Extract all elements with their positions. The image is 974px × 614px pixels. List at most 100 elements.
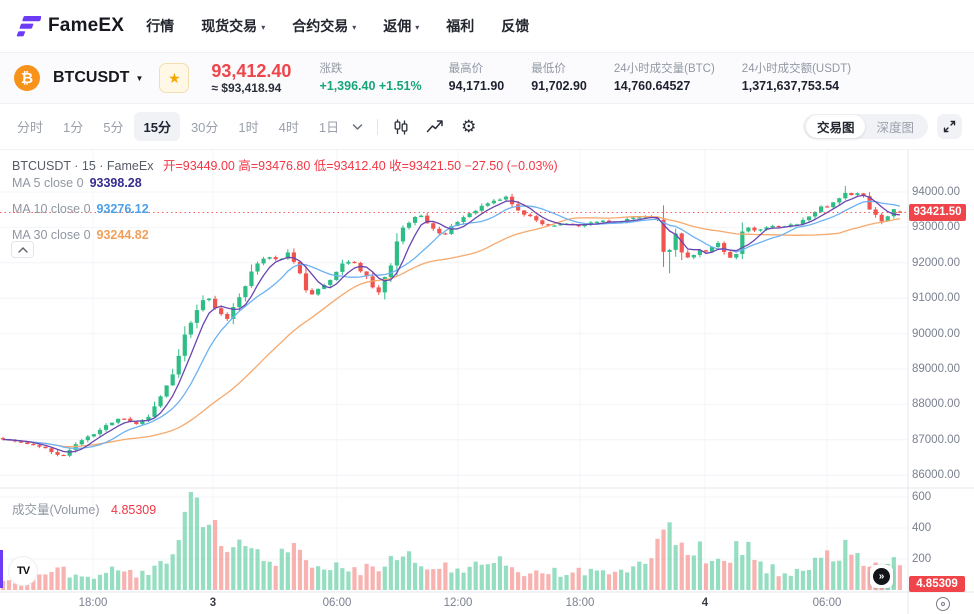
ticker-stat-1: 最高价 94,171.90 — [448, 63, 505, 92]
chart-toolbar: 分时 1分 5分 15分 30分 1时 4时 1日 ⚙ 交易图 深度图 — [0, 104, 974, 150]
nav-item-label: 现货交易 — [201, 18, 258, 34]
view-toggle: 交易图 深度图 — [802, 114, 928, 139]
chevron-down-icon: ▾ — [261, 22, 266, 32]
chevron-down-icon: ▾ — [415, 22, 420, 32]
volume-label: 成交量(Volume) — [12, 503, 100, 517]
price-axis-label: 93000.00 — [912, 221, 960, 234]
view-option-1[interactable]: 深度图 — [876, 121, 914, 135]
expand-icon — [943, 120, 956, 133]
stat-label: 最低价 — [531, 63, 566, 75]
nav-item-label: 福利 — [446, 18, 475, 34]
timeframe-1时[interactable]: 1时 — [238, 120, 259, 135]
nav-item-label: 合约交易 — [292, 18, 349, 34]
ma-label: MA 5 close 0 — [12, 176, 84, 190]
favorite-star-button[interactable]: ★ — [159, 63, 190, 93]
stat-label: 涨跌 — [319, 63, 343, 75]
timeframe-group: 分时 1分 5分 15分 30分 1时 4时 1日 — [8, 112, 348, 141]
nav-item-label: 行情 — [146, 18, 175, 34]
double-chevron-right-icon: » — [873, 568, 890, 585]
volume-axis-label: 600 — [912, 491, 932, 503]
ma-label: MA 10 close 0 — [12, 202, 91, 216]
line-style-button[interactable] — [422, 114, 449, 140]
chevron-down-icon: ▼ — [135, 73, 144, 83]
timezone-button[interactable] — [936, 597, 950, 611]
toolbar-divider — [377, 118, 379, 135]
nav-item-label: 反馈 — [501, 18, 530, 34]
tradingview-logo[interactable]: TV — [8, 556, 38, 586]
chevron-down-icon: ▾ — [352, 22, 357, 32]
chart-settings-button[interactable]: ⚙ — [457, 114, 480, 139]
timeframe-1日[interactable]: 1日 — [318, 120, 340, 135]
ma-row-1: MA 10 close 0 93276.12 — [12, 202, 149, 216]
time-axis-label: 4 — [701, 597, 709, 609]
view-option-0[interactable]: 交易图 — [805, 115, 866, 138]
legend-symbol: BTCUSDT · 15 · FameEx — [12, 159, 154, 173]
nav-item-4[interactable]: 福利 — [446, 16, 474, 36]
price-axis-label: 88000.00 — [912, 398, 960, 411]
time-axis-label: 3 — [209, 597, 217, 609]
stat-label: 24小时成交额(USDT) — [741, 63, 852, 75]
fullscreen-button[interactable] — [937, 114, 962, 139]
price-axis-label: 92000.00 — [912, 256, 960, 269]
nav-item-5[interactable]: 反馈 — [501, 16, 529, 36]
ticker-stat-0: 涨跌 +1,396.40 +1.51% — [319, 63, 422, 93]
time-axis-label: 06:00 — [812, 597, 842, 609]
price-axis-label: 91000.00 — [912, 292, 960, 305]
brand-name: FameEX — [48, 15, 125, 36]
current-price-badge: 93421.50 — [909, 203, 966, 221]
time-axis-label: 06:00 — [322, 597, 352, 609]
timeframe-4时[interactable]: 4时 — [278, 120, 299, 135]
timeframe-分时[interactable]: 分时 — [17, 120, 44, 135]
timeframe-30分[interactable]: 30分 — [190, 120, 219, 135]
toolbar-right-group: 交易图 深度图 — [802, 114, 962, 139]
candlestick-style-button[interactable] — [388, 114, 414, 140]
price-block: 93,412.40 ≈ $93,418.94 — [211, 62, 291, 94]
stat-value: +1,396.40 +1.51% — [319, 78, 422, 93]
volume-legend: 成交量(Volume) 4.85309 — [12, 499, 156, 518]
stat-label: 最高价 — [448, 63, 484, 75]
ma-label: MA 30 close 0 — [12, 228, 91, 242]
nav-item-1[interactable]: 现货交易 ▾ — [201, 16, 265, 36]
ticker-stat-3: 24小时成交量(BTC) 14,760.64527 — [613, 63, 715, 93]
chevron-up-icon — [17, 246, 28, 253]
btc-icon: ₿ — [14, 65, 40, 91]
trend-line-icon — [426, 119, 443, 132]
pair-selector[interactable]: BTCUSDT ▼ — [47, 68, 149, 88]
left-edge-accent — [0, 550, 3, 588]
price-chart-canvas[interactable] — [0, 150, 974, 614]
brand-logo[interactable]: FameEX — [14, 13, 124, 40]
stat-value: 91,702.90 — [531, 78, 587, 93]
pair-symbol: BTCUSDT — [53, 69, 130, 86]
timeframe-5分[interactable]: 5分 — [103, 120, 124, 135]
nav-item-2[interactable]: 合约交易 ▾ — [292, 16, 356, 36]
current-volume-badge: 4.85309 — [909, 576, 965, 592]
ma-row-2: MA 30 close 0 93244.82 — [12, 228, 149, 242]
price-axis-label: 94000.00 — [912, 186, 960, 198]
candlestick-icon — [394, 119, 408, 134]
timeframe-15分[interactable]: 15分 — [134, 112, 180, 141]
ma-value: 93276.12 — [96, 202, 149, 216]
timeframe-more-chevron-icon[interactable] — [352, 123, 363, 131]
legend-collapse-button[interactable] — [11, 241, 34, 258]
gear-icon: ⚙ — [461, 117, 477, 136]
volume-axis-label: 400 — [912, 522, 932, 534]
time-axis-label: 12:00 — [443, 597, 473, 609]
top-nav: FameEX 行情 现货交易 ▾ 合约交易 ▾ 返佣 ▾ 福利 反馈 — [0, 0, 974, 52]
stat-value: 1,371,637,753.54 — [741, 78, 840, 93]
nav-item-0[interactable]: 行情 — [146, 16, 174, 36]
scroll-right-button[interactable]: » — [870, 565, 893, 588]
timezone-dot-icon — [941, 602, 945, 606]
nav-item-3[interactable]: 返佣 ▾ — [383, 16, 419, 36]
nav-item-label: 返佣 — [383, 18, 412, 34]
ticker-bar: ₿ BTCUSDT ▼ ★ 93,412.40 ≈ $93,418.94 涨跌 +… — [0, 52, 974, 104]
ticker-stat-2: 最低价 91,702.90 — [531, 63, 587, 93]
ma-row-0: MA 5 close 0 93398.28 — [12, 176, 142, 190]
ticker-stats: 涨跌 +1,396.40 +1.51% 最高价 94,171.90 最低价 91,702.… — [319, 63, 852, 93]
chart-area: BTCUSDT · 15 · FameEx 开=93449.00 高=93476… — [0, 150, 974, 614]
price-axis-label: 87000.00 — [912, 433, 960, 446]
volume-axis-label: 200 — [912, 553, 932, 565]
chart-legend: BTCUSDT · 15 · FameEx 开=93449.00 高=93476… — [12, 155, 558, 174]
timeframe-1分[interactable]: 1分 — [63, 120, 84, 135]
stat-value: 14,760.64527 — [613, 78, 691, 93]
